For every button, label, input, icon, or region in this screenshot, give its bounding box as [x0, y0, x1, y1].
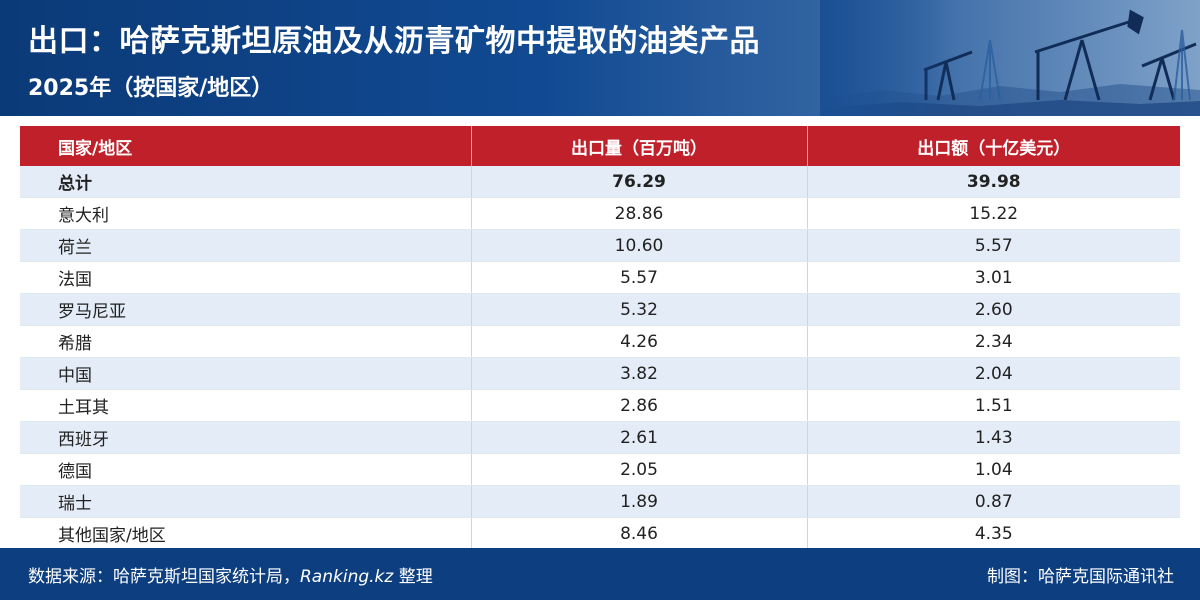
volume-cell: 3.82	[471, 357, 808, 390]
table-row: 瑞士 1.89 0.87	[20, 485, 1180, 518]
column-header-volume: 出口量（百万吨）	[471, 126, 808, 166]
country-cell: 其他国家/地区	[20, 517, 472, 550]
total-row: 总计 76.29 39.98	[20, 166, 1180, 198]
volume-cell: 2.86	[471, 389, 808, 422]
volume-cell: 2.61	[471, 421, 808, 454]
country-cell: 荷兰	[20, 229, 472, 262]
country-cell: 中国	[20, 357, 472, 390]
source-note: 数据来源：哈萨克斯坦国家统计局，Ranking.kz 整理	[28, 562, 433, 587]
source-suffix: 整理	[393, 567, 433, 587]
table-row: 荷兰 10.60 5.57	[20, 229, 1180, 262]
table-row: 德国 2.05 1.04	[20, 453, 1180, 486]
table-row: 罗马尼亚 5.32 2.60	[20, 293, 1180, 326]
oil-pumpjack-illustration	[820, 0, 1200, 116]
volume-cell: 10.60	[471, 229, 808, 262]
table-row: 其他国家/地区 8.46 4.35	[20, 517, 1180, 550]
footer-bar: 数据来源：哈萨克斯坦国家统计局，Ranking.kz 整理 制图：哈萨克国际通讯…	[0, 548, 1200, 600]
country-cell: 瑞士	[20, 485, 472, 518]
value-cell: 2.04	[807, 357, 1180, 390]
value-cell: 2.60	[807, 293, 1180, 326]
source-site: Ranking.kz	[300, 567, 394, 587]
data-table: 国家/地区 出口量（百万吨） 出口额（十亿美元） 总计 76.29 39.98 意大利…	[20, 126, 1180, 550]
country-cell: 总计	[20, 166, 472, 198]
volume-cell: 2.05	[471, 453, 808, 486]
table-row: 意大利 28.86 15.22	[20, 197, 1180, 230]
value-cell: 2.34	[807, 325, 1180, 358]
table-header: 国家/地区 出口量（百万吨） 出口额（十亿美元）	[20, 126, 1180, 166]
page-title: 出口：哈萨克斯坦原油及从沥青矿物中提取的油类产品	[28, 24, 760, 59]
value-cell: 39.98	[807, 166, 1180, 198]
volume-cell: 8.46	[471, 517, 808, 550]
volume-cell: 28.86	[471, 197, 808, 230]
header-banner: 出口：哈萨克斯坦原油及从沥青矿物中提取的油类产品 2025年（按国家/地区）	[0, 0, 1200, 116]
volume-cell: 76.29	[471, 166, 808, 198]
value-cell: 1.51	[807, 389, 1180, 422]
table-row: 土耳其 2.86 1.51	[20, 389, 1180, 422]
volume-cell: 1.89	[471, 485, 808, 518]
table-row: 中国 3.82 2.04	[20, 357, 1180, 390]
value-cell: 1.04	[807, 453, 1180, 486]
country-cell: 法国	[20, 261, 472, 294]
value-cell: 3.01	[807, 261, 1180, 294]
country-cell: 土耳其	[20, 389, 472, 422]
volume-cell: 5.57	[471, 261, 808, 294]
value-cell: 0.87	[807, 485, 1180, 518]
country-cell: 罗马尼亚	[20, 293, 472, 326]
table-row: 希腊 4.26 2.34	[20, 325, 1180, 358]
value-cell: 1.43	[807, 421, 1180, 454]
value-cell: 15.22	[807, 197, 1180, 230]
column-header-country: 国家/地区	[20, 126, 472, 166]
table-body: 总计 76.29 39.98 意大利 28.86 15.22 荷兰 10.60 5.57 法国 5.…	[20, 166, 1180, 550]
page-subtitle: 2025年（按国家/地区）	[28, 76, 274, 101]
table-row: 法国 5.57 3.01	[20, 261, 1180, 294]
value-cell: 5.57	[807, 229, 1180, 262]
source-prefix: 数据来源：哈萨克斯坦国家统计局，	[28, 567, 300, 587]
column-header-value: 出口额（十亿美元）	[807, 126, 1180, 166]
country-cell: 希腊	[20, 325, 472, 358]
volume-cell: 4.26	[471, 325, 808, 358]
country-cell: 西班牙	[20, 421, 472, 454]
volume-cell: 5.32	[471, 293, 808, 326]
data-table-container: 国家/地区 出口量（百万吨） 出口额（十亿美元） 总计 76.29 39.98 意大利…	[20, 126, 1180, 550]
country-cell: 意大利	[20, 197, 472, 230]
credit-note: 制图：哈萨克国际通讯社	[987, 567, 1174, 587]
country-cell: 德国	[20, 453, 472, 486]
table-header-row: 国家/地区 出口量（百万吨） 出口额（十亿美元）	[20, 126, 1180, 166]
table-row: 西班牙 2.61 1.43	[20, 421, 1180, 454]
value-cell: 4.35	[807, 517, 1180, 550]
